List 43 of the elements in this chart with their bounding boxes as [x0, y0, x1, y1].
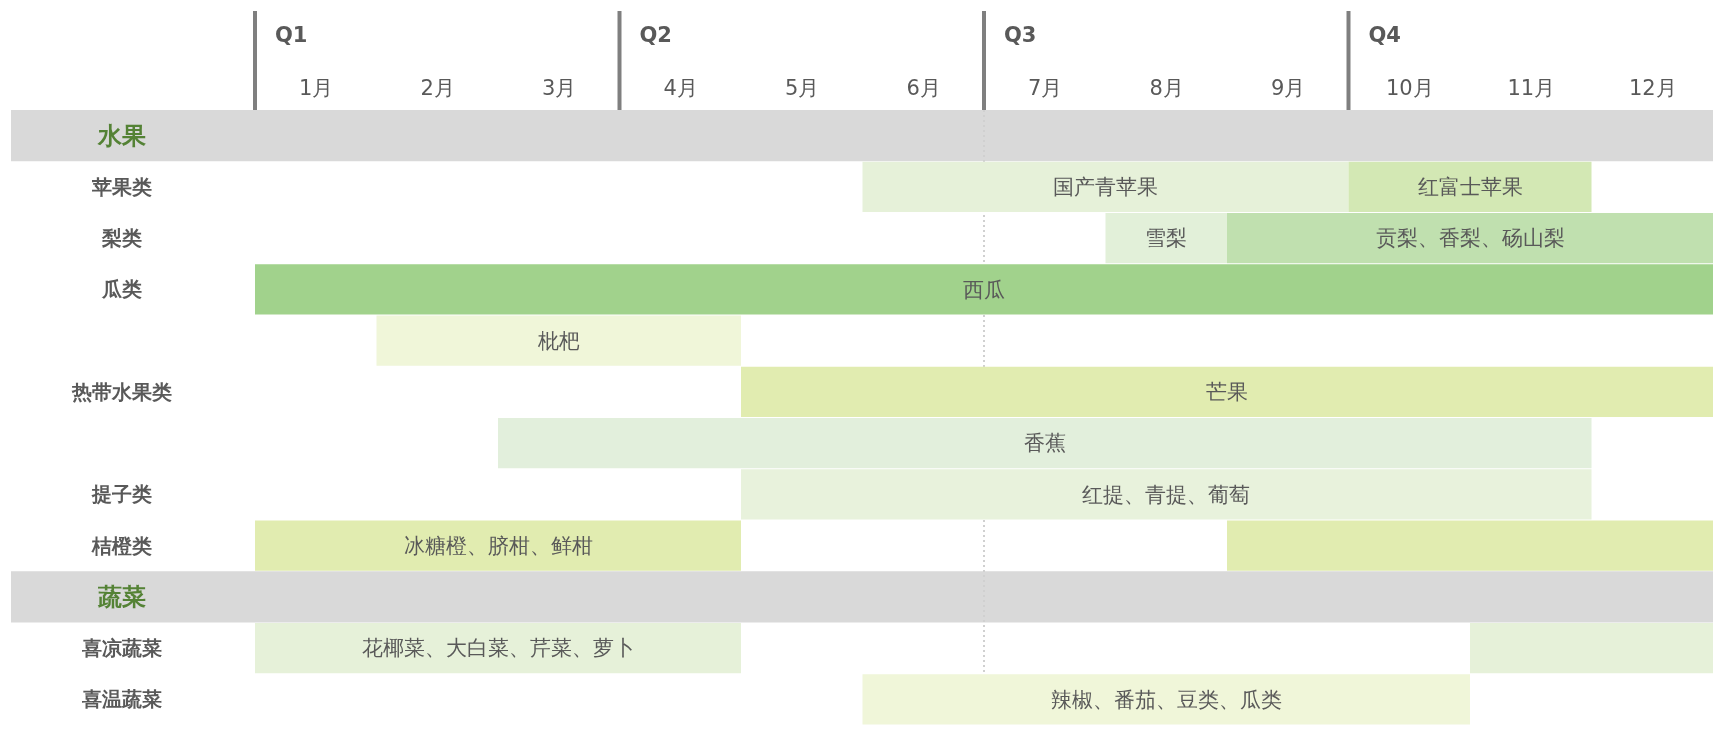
- data-label: 花椰菜、大白菜、芹菜、萝卜: [361, 636, 635, 661]
- data-label: 雪梨: [1145, 226, 1188, 251]
- bar: [862, 674, 1470, 725]
- data-label: 国产青苹果: [1053, 175, 1158, 200]
- x-tick-label: 7月: [1028, 76, 1063, 101]
- x-tick-label: 3月: [542, 76, 577, 101]
- y-tick-label: 桔橙类: [91, 533, 152, 558]
- y-tick-label: 提子类: [91, 482, 152, 507]
- data-label: 红富士苹果: [1417, 175, 1523, 200]
- x-tick-label: 12月: [1628, 76, 1677, 101]
- ref-line-label: Q1: [275, 23, 308, 48]
- y-tick-label: 热带水果类: [71, 379, 172, 404]
- y-tick-label: 水果: [97, 122, 146, 151]
- data-label: 枇杷: [536, 328, 580, 353]
- x-tick-label: 8月: [1149, 76, 1184, 101]
- x-tick-label: 11月: [1507, 76, 1556, 101]
- bar: [376, 315, 741, 366]
- bar: [1348, 161, 1592, 212]
- data-label: 芒果: [1206, 380, 1248, 405]
- data-label: 西瓜: [963, 277, 1005, 302]
- y-tick-label: 蔬菜: [97, 583, 146, 612]
- data-label: 贡梨、香梨、砀山梨: [1375, 226, 1565, 251]
- y-tick-label: 喜凉蔬菜: [81, 636, 162, 661]
- data-label: 红提、青提、葡萄: [1082, 482, 1251, 507]
- x-tick-label: 10月: [1385, 76, 1434, 101]
- data-label: 香蕉: [1023, 431, 1066, 456]
- x-tick-label: 5月: [785, 76, 820, 101]
- ref-line-label: Q2: [639, 23, 672, 48]
- ref-line-label: Q4: [1368, 23, 1401, 48]
- ref-line-label: Q3: [1004, 23, 1037, 48]
- bar: [1227, 213, 1713, 264]
- y-tick-label: 梨类: [101, 226, 142, 251]
- y-tick-label: 瓜类: [101, 277, 142, 302]
- x-tick-label: 1月: [299, 76, 334, 101]
- data-label: 辣椒、番茄、豆类、瓜类: [1050, 687, 1282, 712]
- x-tick-label: 6月: [906, 76, 941, 101]
- data-label: 冰糖橙、脐柑、鲜柑: [403, 533, 593, 558]
- x-tick-label: 4月: [663, 76, 698, 101]
- x-tick-label: 2月: [420, 76, 455, 101]
- x-tick-label: 9月: [1271, 76, 1306, 101]
- y-tick-label: 苹果类: [91, 174, 152, 199]
- y-tick-label: 喜温蔬菜: [81, 687, 162, 712]
- bar: [255, 264, 1713, 315]
